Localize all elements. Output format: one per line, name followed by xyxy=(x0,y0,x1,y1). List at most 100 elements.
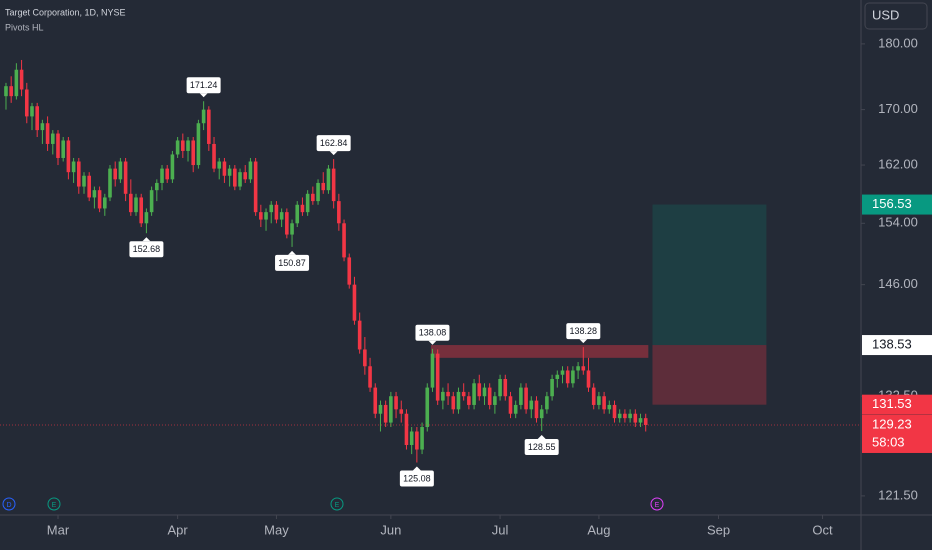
candle-body xyxy=(565,370,570,384)
pivot-pointer xyxy=(579,339,588,344)
candle-body xyxy=(602,396,606,410)
candle-body xyxy=(207,109,211,144)
candle-body xyxy=(498,379,502,397)
candle-body xyxy=(40,123,45,131)
candle-body xyxy=(196,123,201,166)
earnings-letter: E xyxy=(335,502,340,509)
earnings-icon[interactable] xyxy=(650,497,664,511)
candle-body xyxy=(357,320,362,350)
candle-body xyxy=(337,201,341,224)
earnings-letter: E xyxy=(52,502,57,509)
candle-body xyxy=(113,168,118,180)
price-label: 131.53 xyxy=(872,396,912,411)
candle-body xyxy=(493,396,497,405)
pivot-pointer xyxy=(537,435,546,440)
candle-body xyxy=(134,197,138,213)
pivot-label-box xyxy=(399,470,434,487)
candle-body xyxy=(108,168,112,198)
candle-body xyxy=(50,133,55,144)
pivot-label: 128.55 xyxy=(528,442,556,452)
candle-body xyxy=(24,89,29,117)
x-tick-label: Sep xyxy=(707,522,730,537)
candle-body xyxy=(461,391,466,397)
pivot-label-box xyxy=(524,439,559,456)
earnings-icon[interactable] xyxy=(47,497,61,511)
pivot-pointer xyxy=(199,93,208,98)
pivot-label-box xyxy=(415,324,450,341)
x-tick-label: Jun xyxy=(380,522,401,537)
candle-body xyxy=(368,366,372,388)
candle-body xyxy=(363,349,367,367)
price-label: 138.53 xyxy=(872,336,912,351)
candle-body xyxy=(217,161,222,169)
last-price: 129.23 xyxy=(872,416,912,431)
pivot-pointer xyxy=(428,340,437,345)
candle-body xyxy=(97,190,102,209)
pivot-pointer xyxy=(142,237,151,242)
candle-body xyxy=(300,204,305,213)
candle-body xyxy=(425,387,430,428)
candle-body xyxy=(238,172,242,187)
candle-body xyxy=(623,413,627,419)
pivot-label: 162.84 xyxy=(320,138,348,148)
dividend-letter: D xyxy=(6,502,11,509)
candle-body xyxy=(165,168,170,180)
candle-body xyxy=(295,204,300,224)
stop-zone xyxy=(652,345,767,405)
candle-body xyxy=(597,396,601,405)
candle-body xyxy=(311,193,315,202)
earnings-letter: E xyxy=(655,502,660,509)
candle-body xyxy=(181,140,185,151)
x-tick-label: Mar xyxy=(47,522,70,537)
candle-body xyxy=(269,204,274,213)
candle-body xyxy=(201,109,206,124)
candle-body xyxy=(253,161,258,213)
pivot-pointer xyxy=(288,250,297,255)
earnings-icon[interactable] xyxy=(330,497,344,511)
candle-body xyxy=(508,396,513,414)
candle-body xyxy=(4,86,8,97)
last-price-box xyxy=(862,414,932,453)
candle-body xyxy=(524,387,528,410)
candle-body xyxy=(30,106,34,117)
candle-body xyxy=(92,190,97,198)
pivot-label-box xyxy=(316,135,351,152)
candle-body xyxy=(259,212,263,220)
candle-body xyxy=(571,370,575,384)
candle-body xyxy=(435,353,440,401)
x-tick-label: Apr xyxy=(167,522,188,537)
candle-body xyxy=(285,212,289,235)
dividend-icon[interactable] xyxy=(2,497,16,511)
pivot-label: 150.87 xyxy=(278,258,306,268)
candle-body xyxy=(555,374,560,380)
candle-body xyxy=(45,123,50,144)
candle-body xyxy=(118,161,123,180)
x-tick-label: Oct xyxy=(812,522,833,537)
candle-body xyxy=(227,168,232,176)
candle-body xyxy=(149,190,154,213)
candle-body xyxy=(264,212,268,220)
indicator-name: Pivots HL xyxy=(5,22,44,32)
candle-body xyxy=(82,175,86,187)
price-label-box xyxy=(862,335,932,356)
candle-body xyxy=(175,140,180,155)
currency[interactable]: USD xyxy=(872,7,899,22)
candle-body xyxy=(279,212,284,220)
pivot-label-box xyxy=(566,323,601,340)
candle-body xyxy=(352,284,357,321)
candle-body xyxy=(35,106,39,131)
candle-body xyxy=(586,370,591,388)
x-tick-label: May xyxy=(264,522,289,537)
y-tick-label: 154.00 xyxy=(878,215,918,230)
y-tick-label: 121.50 xyxy=(878,487,918,502)
candle-body xyxy=(331,168,336,202)
candle-body xyxy=(129,193,133,213)
candle-body xyxy=(155,182,159,191)
candle-body xyxy=(378,404,383,414)
candle-body xyxy=(186,140,190,151)
pivot-pointer xyxy=(412,466,421,471)
pivot-label: 152.68 xyxy=(133,244,161,254)
candle-body xyxy=(441,391,445,401)
candle-body xyxy=(342,223,346,258)
currency-button[interactable] xyxy=(864,2,928,30)
